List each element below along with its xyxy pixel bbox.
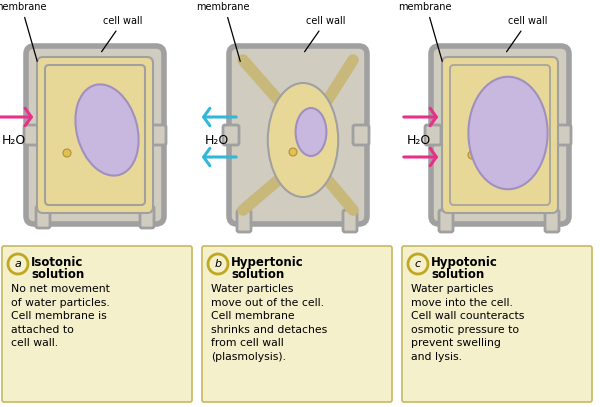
Ellipse shape [76,84,139,175]
FancyBboxPatch shape [431,46,569,224]
Text: solution: solution [31,268,84,281]
Text: cell wall: cell wall [305,16,346,52]
FancyBboxPatch shape [229,46,367,224]
Text: solution: solution [431,268,484,281]
Text: H₂O: H₂O [2,133,26,147]
Text: Water particles
move out of the cell.
Cell membrane
shrinks and detaches
from ce: Water particles move out of the cell. Ce… [211,284,327,362]
Circle shape [81,101,89,109]
Circle shape [518,169,526,177]
Text: Hypotonic: Hypotonic [431,256,498,269]
Text: cell wall: cell wall [101,16,143,52]
FancyBboxPatch shape [223,125,239,145]
FancyBboxPatch shape [353,125,369,145]
Text: solution: solution [231,268,284,281]
Text: H₂O: H₂O [205,133,229,147]
FancyBboxPatch shape [425,125,441,145]
Ellipse shape [268,83,338,197]
FancyBboxPatch shape [545,210,559,232]
FancyBboxPatch shape [2,246,192,402]
Circle shape [486,93,494,101]
Circle shape [408,254,428,274]
Ellipse shape [469,77,548,189]
Text: Water particles
move into the cell.
Cell wall counteracts
osmotic pressure to
pr: Water particles move into the cell. Cell… [411,284,524,362]
Circle shape [289,148,297,156]
Text: cell
membrane: cell membrane [0,0,47,61]
Text: cell
membrane: cell membrane [196,0,250,61]
Circle shape [8,254,28,274]
FancyBboxPatch shape [237,210,251,232]
Text: b: b [214,259,221,269]
FancyBboxPatch shape [150,125,166,145]
FancyBboxPatch shape [36,206,50,228]
Circle shape [468,151,476,159]
FancyBboxPatch shape [202,246,392,402]
Text: H₂O: H₂O [407,133,431,147]
FancyBboxPatch shape [24,125,40,145]
FancyBboxPatch shape [343,210,357,232]
Circle shape [63,149,71,157]
FancyBboxPatch shape [439,210,453,232]
Text: c: c [415,259,421,269]
FancyBboxPatch shape [450,65,550,205]
FancyBboxPatch shape [442,57,558,213]
FancyBboxPatch shape [402,246,592,402]
FancyBboxPatch shape [37,57,153,213]
Text: Isotonic: Isotonic [31,256,83,269]
Text: Hypertonic: Hypertonic [231,256,304,269]
Ellipse shape [296,108,326,156]
FancyBboxPatch shape [140,206,154,228]
FancyBboxPatch shape [26,46,164,224]
Text: a: a [14,259,22,269]
Text: No net movement
of water particles.
Cell membrane is
attached to
cell wall.: No net movement of water particles. Cell… [11,284,110,348]
Text: cell wall: cell wall [506,16,548,52]
FancyBboxPatch shape [45,65,145,205]
Text: cell
membrane: cell membrane [398,0,452,61]
FancyBboxPatch shape [555,125,571,145]
Circle shape [208,254,228,274]
Circle shape [116,166,124,174]
